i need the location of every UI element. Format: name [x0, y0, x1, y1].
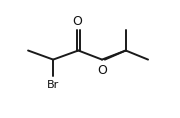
- Text: Br: Br: [47, 80, 59, 91]
- Text: O: O: [72, 15, 82, 28]
- Text: O: O: [97, 64, 107, 77]
